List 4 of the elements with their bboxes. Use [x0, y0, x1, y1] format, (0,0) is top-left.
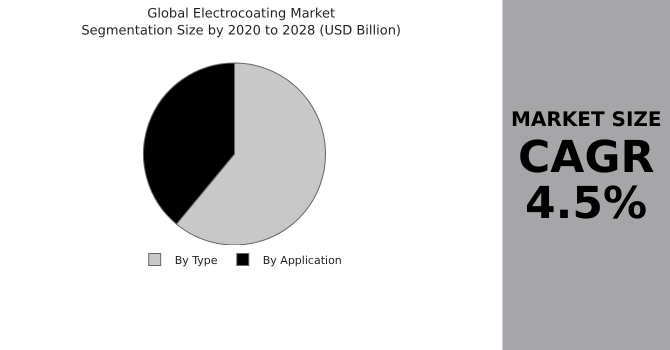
- chart-title: Global Electrocoating Market Segmentation Size by 2020 to 2028 (USD Billion): [81, 6, 402, 38]
- legend-label: By Type: [174, 254, 218, 267]
- text: MARKET SIZE: [511, 107, 662, 131]
- legend-label: By Application: [262, 254, 342, 267]
